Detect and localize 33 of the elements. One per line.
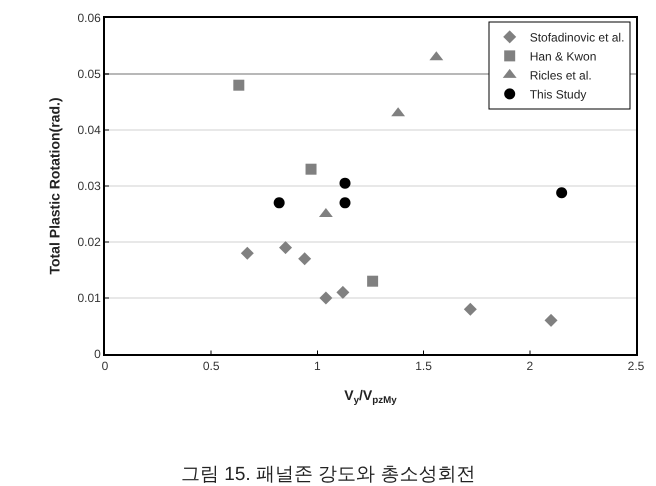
y-tick-label: 0.04: [77, 123, 102, 138]
point: [233, 80, 244, 91]
y-tick-label: 0.01: [77, 291, 102, 306]
legend-label: Han & Kwon: [530, 50, 596, 64]
point: [464, 302, 477, 316]
x-tick-label: 1.5: [415, 359, 432, 374]
y-tick-label: 0.02: [77, 235, 102, 250]
point: [240, 246, 254, 260]
x-tick-label: 2: [526, 359, 534, 374]
x-tick-label: 0.5: [202, 359, 220, 374]
y-tick-label: 0.06: [77, 11, 102, 26]
point: [367, 276, 378, 287]
point: [298, 252, 312, 266]
x-tick-label: 1: [314, 359, 322, 374]
y-axis-title: Total Plastic Rotation(rad.): [46, 97, 63, 275]
x-tick-label: 2.5: [628, 359, 645, 374]
y-tick-label: 0: [94, 347, 102, 362]
x-axis-title: V$_{y}$/V$_{pzMy}$: [344, 386, 398, 406]
point: [274, 197, 285, 208]
point: [306, 164, 317, 175]
y-tick-label: 0.03: [77, 179, 102, 194]
legend-label: Stofadinovic et al.: [530, 30, 624, 45]
point: [544, 314, 558, 327]
caption: 그림 15. 패널존 강도와 총소성회전: [181, 464, 476, 485]
point: [279, 241, 292, 254]
point: [336, 286, 350, 299]
point: [556, 187, 568, 198]
legend-label: Ricles et al.: [530, 68, 592, 83]
point: [340, 197, 351, 208]
y-tick-label: 0.05: [77, 67, 102, 82]
point: [340, 178, 351, 189]
point: [319, 292, 332, 304]
legend-label: This Study: [530, 88, 586, 102]
